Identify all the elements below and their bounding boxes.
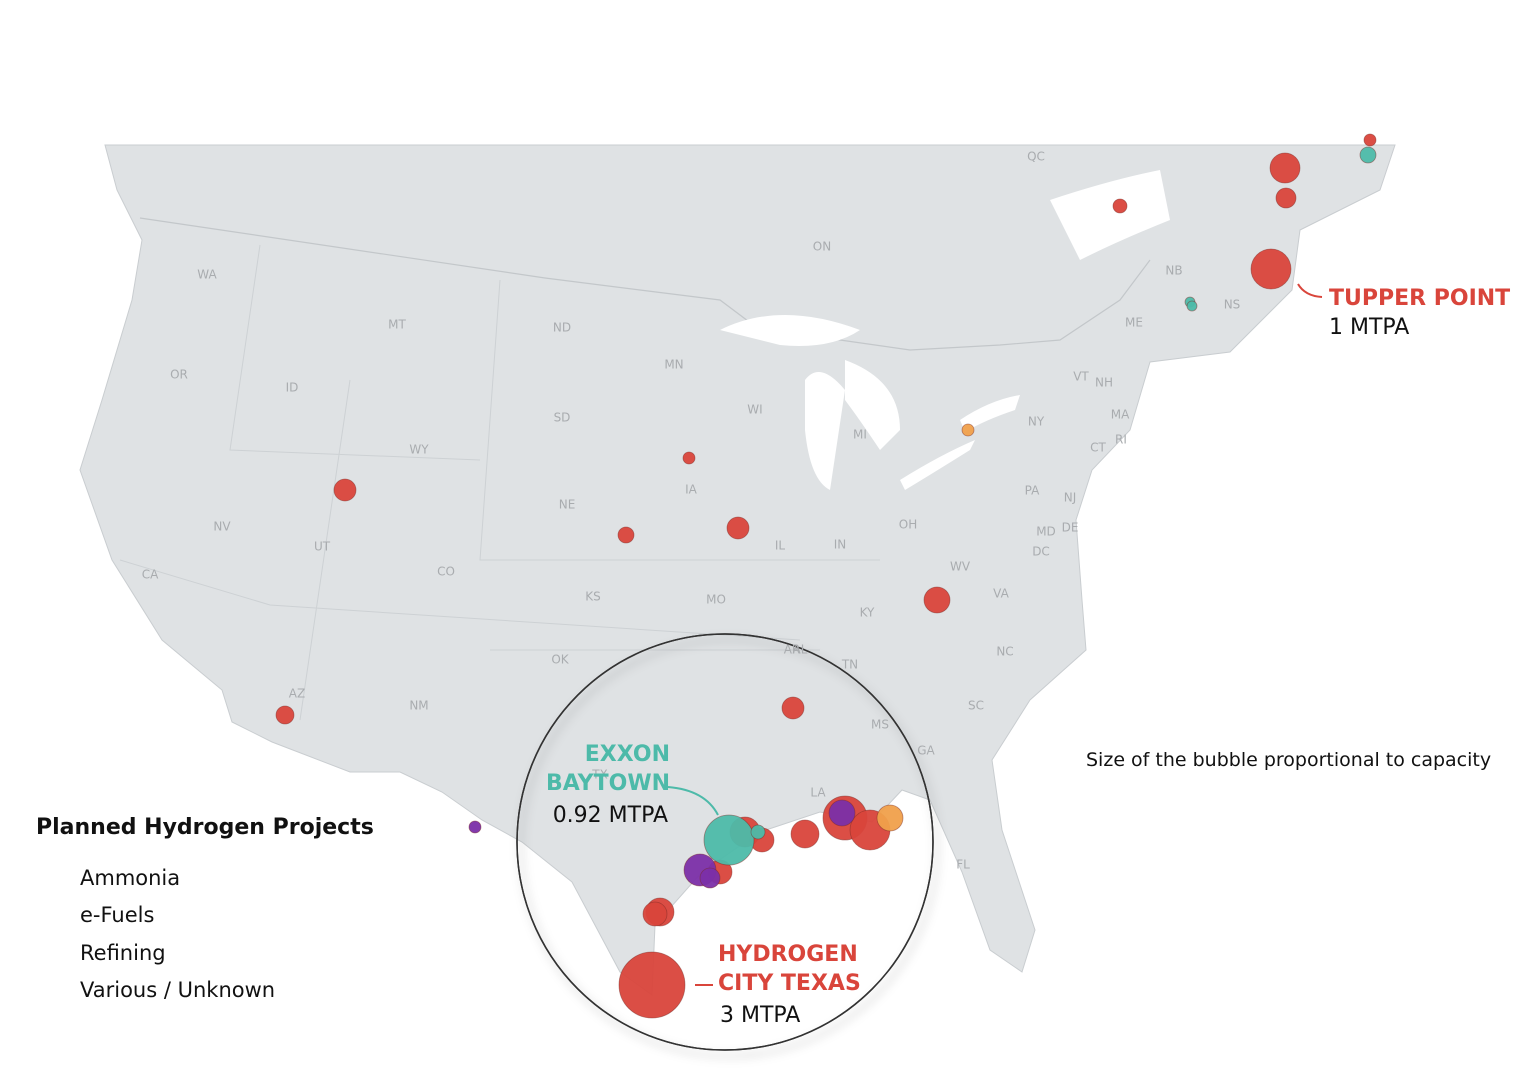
project-bubble [876, 804, 904, 832]
region-label: AL [793, 643, 808, 657]
project-bubble [333, 478, 357, 502]
region-label: NC [996, 645, 1013, 659]
region-label: IN [834, 538, 847, 552]
project-bubble [468, 820, 482, 834]
region-label: OH [899, 518, 917, 532]
project-bubble [790, 819, 820, 849]
region-label: MN [664, 358, 683, 372]
region-label: MT [388, 318, 406, 332]
project-bubble [1359, 146, 1377, 164]
project-bubble [961, 423, 975, 437]
region-label: GA [917, 744, 935, 758]
region-label: NM [409, 699, 428, 713]
region-label: IL [775, 539, 786, 553]
region-label: PA [1025, 484, 1040, 498]
region-label: NE [559, 498, 576, 512]
annotation-name: EXXON BAYTOWN [545, 742, 670, 796]
project-bubble [750, 824, 766, 840]
project-bubble [682, 451, 696, 465]
region-label: WA [197, 268, 217, 282]
region-label: MI [853, 428, 867, 442]
project-bubble [1112, 198, 1128, 214]
region-label: OR [170, 368, 188, 382]
region-label: LA [810, 786, 826, 800]
region-label: AR [784, 643, 801, 657]
region-label: CA [142, 568, 159, 582]
region-label: NB [1165, 264, 1182, 278]
region-label: ME [1125, 316, 1143, 330]
annotation-name: HYDROGEN CITY TEXAS [718, 942, 861, 996]
legend-item: Refining [80, 941, 166, 965]
annotation-capacity: 0.92 MTPA [553, 803, 668, 828]
connector [1297, 283, 1323, 298]
project-bubble [642, 901, 668, 927]
project-bubble [275, 705, 295, 725]
region-label: IA [685, 483, 698, 497]
region-label: WV [950, 560, 971, 574]
region-label: NJ [1064, 491, 1077, 505]
region-label: CO [437, 565, 455, 579]
annotation-name: TUPPER POINT [1329, 286, 1510, 311]
annotation-box: HYDROGEN CITY TEXAS [718, 942, 861, 996]
project-bubble [1269, 152, 1301, 184]
region-label: QC [1027, 150, 1045, 164]
zoom-lens-border [516, 633, 934, 1051]
region-label: SD [554, 411, 571, 425]
region-label: ID [286, 381, 299, 395]
region-label: NV [213, 520, 231, 534]
project-bubble [618, 951, 686, 1019]
region-label: ON [813, 240, 831, 254]
region-label: DE [1062, 521, 1079, 535]
size-note: Size of the bubble proportional to capac… [1086, 749, 1491, 771]
region-label: NS [1224, 298, 1241, 312]
project-bubble [703, 814, 755, 866]
region-label: MD [1036, 525, 1056, 539]
project-bubble [617, 526, 635, 544]
region-label: AZ [289, 687, 305, 701]
region-label: KS [585, 590, 601, 604]
land [79, 144, 1396, 996]
project-bubble [1250, 248, 1292, 290]
project-bubble [828, 799, 856, 827]
region-label: MA [1111, 408, 1130, 422]
legend-item: Ammonia [80, 866, 180, 890]
project-bubble [781, 696, 805, 720]
annotation-box: EXXON BAYTOWN [545, 742, 670, 796]
region-label: NY [1028, 415, 1045, 429]
connector [667, 786, 719, 816]
region-label: KY [860, 606, 875, 620]
region-label: CT [1090, 441, 1106, 455]
region-label: FL [956, 858, 970, 872]
annotation-capacity: 3 MTPA [720, 1003, 800, 1028]
project-bubble [1275, 187, 1297, 209]
region-label: SC [968, 699, 984, 713]
region-label: MS [871, 718, 889, 732]
project-bubble [1186, 300, 1198, 312]
region-label: MO [706, 593, 726, 607]
region-label: UT [314, 540, 331, 554]
region-label: TX [591, 768, 608, 782]
region-label: VT [1073, 370, 1089, 384]
region-label: ND [553, 321, 571, 335]
project-bubble [726, 516, 750, 540]
project-bubble [923, 586, 951, 614]
legend-item: Various / Unknown [80, 978, 275, 1002]
annotation-capacity: 1 MTPA [1329, 315, 1409, 340]
region-label: TN [841, 658, 858, 672]
region-label: WI [747, 403, 762, 417]
project-bubble [1363, 133, 1377, 147]
region-label: DC [1032, 545, 1050, 559]
legend-title: Planned Hydrogen Projects [36, 815, 374, 840]
region-label: RI [1115, 433, 1127, 447]
region-label: NH [1095, 376, 1113, 390]
region-label: WY [409, 443, 429, 457]
project-bubble [699, 867, 721, 889]
region-label: VA [993, 587, 1009, 601]
legend-item: e-Fuels [80, 903, 154, 927]
region-label: OK [551, 653, 569, 667]
